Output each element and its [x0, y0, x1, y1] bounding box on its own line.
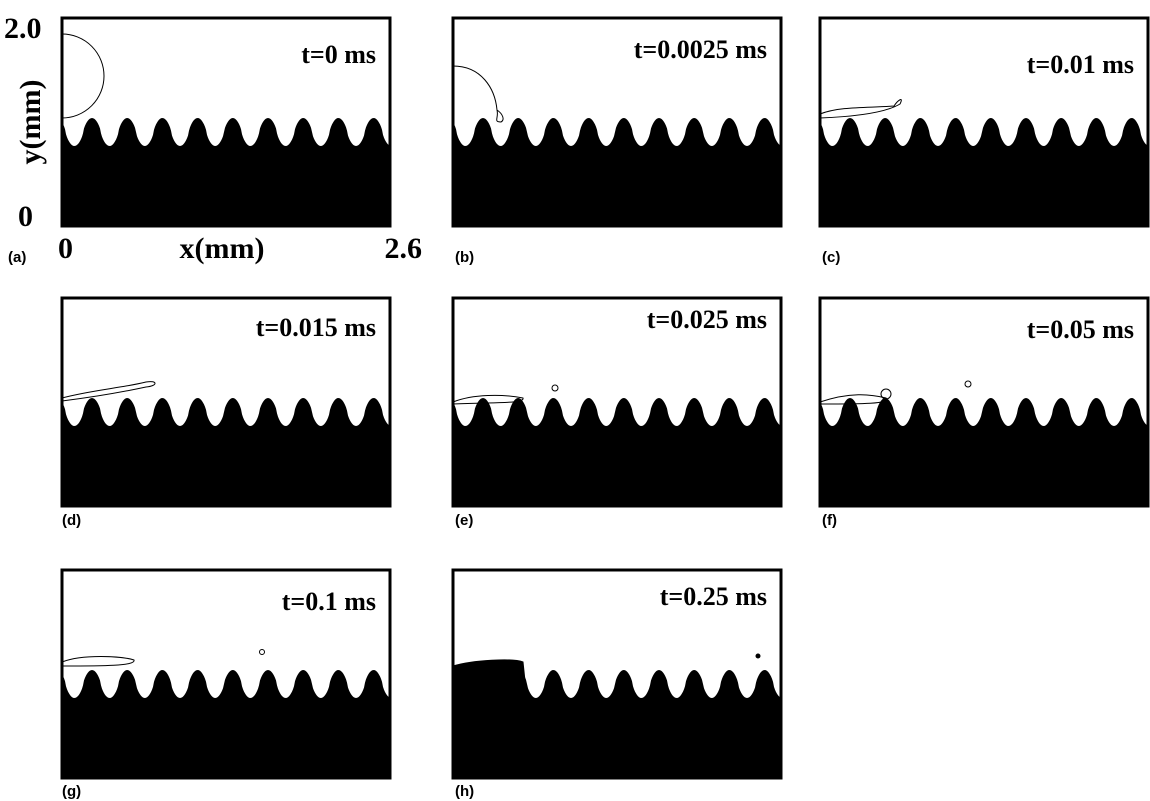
panel-frame	[818, 296, 1150, 508]
panel-frame	[60, 16, 392, 228]
panel-label: (c)	[822, 249, 840, 266]
x-axis-label: x(mm)	[180, 232, 265, 265]
droplet-interface	[551, 384, 559, 392]
panel-label: (b)	[455, 249, 474, 266]
droplet-interface	[61, 33, 105, 119]
x-right-label: 2.6	[385, 232, 423, 265]
panel: t=0.05 ms	[818, 296, 1150, 508]
panel: t=0.015 ms	[60, 296, 392, 508]
solid-surface	[453, 398, 781, 506]
time-label: t=0.05 ms	[1027, 315, 1134, 344]
time-label: t=0.025 ms	[647, 305, 767, 334]
panel: t=0.01 ms	[818, 16, 1150, 228]
panel-frame	[818, 16, 1150, 228]
droplet-interface	[452, 394, 524, 405]
solid-surface	[820, 118, 1148, 226]
solid-surface	[62, 118, 390, 226]
droplet-interface	[819, 394, 888, 405]
panel-frame	[60, 296, 392, 508]
panel-frame	[451, 16, 783, 228]
time-label: t=0.1 ms	[282, 587, 376, 616]
panel-label: (h)	[455, 783, 474, 800]
panel-label: (f)	[822, 512, 837, 529]
time-label: t=0.015 ms	[256, 313, 376, 342]
panel-label: (d)	[62, 512, 81, 529]
y-top-label: 2.0	[4, 12, 42, 45]
panel-frame	[451, 568, 783, 780]
droplet-interface	[819, 99, 902, 119]
panel: t=0.25 ms	[451, 568, 783, 780]
panel-label: (e)	[455, 512, 473, 529]
droplet-interface	[452, 659, 528, 701]
solid-surface	[453, 118, 781, 226]
panel: t=0.025 ms	[451, 296, 783, 508]
time-label: t=0 ms	[301, 40, 376, 69]
droplet-interface	[61, 381, 156, 402]
time-label: t=0.0025 ms	[634, 35, 767, 64]
y-axis-label: y(mm)	[14, 80, 47, 165]
panel: t=0.1 ms	[60, 568, 392, 780]
solid-surface	[820, 398, 1148, 506]
panel-label: (g)	[62, 783, 81, 800]
panel: t=0.0025 ms	[451, 16, 783, 228]
droplet-interface	[880, 388, 892, 400]
time-label: t=0.01 ms	[1027, 50, 1134, 79]
panel-frame	[60, 568, 392, 780]
panel-label: (a)	[8, 249, 26, 266]
droplet-interface	[61, 656, 135, 667]
panel-frame	[451, 296, 783, 508]
solid-surface	[62, 398, 390, 506]
droplet-interface	[964, 380, 972, 388]
x-left-label: 0	[58, 232, 73, 265]
droplet-interface	[755, 653, 761, 659]
y-bottom-label: 0	[18, 200, 33, 233]
droplet-interface	[452, 65, 504, 123]
time-label: t=0.25 ms	[660, 582, 767, 611]
solid-surface	[62, 670, 390, 778]
panel: t=0 ms	[60, 16, 392, 228]
solid-surface	[453, 670, 781, 778]
droplet-interface	[259, 649, 265, 655]
